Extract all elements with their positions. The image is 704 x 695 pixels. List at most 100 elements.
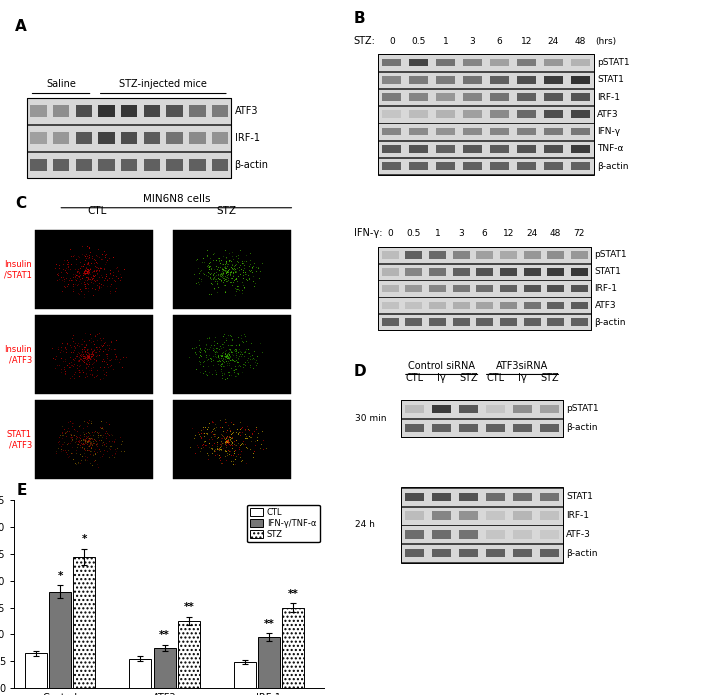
Point bbox=[227, 266, 239, 277]
Point bbox=[86, 418, 97, 429]
Point bbox=[241, 343, 252, 354]
Point bbox=[198, 252, 209, 263]
Point bbox=[251, 354, 262, 366]
Point bbox=[233, 284, 244, 295]
Point bbox=[94, 350, 105, 361]
Point bbox=[223, 430, 234, 441]
Point bbox=[94, 443, 105, 454]
Point bbox=[231, 343, 242, 354]
Text: **: ** bbox=[183, 603, 194, 612]
Point bbox=[59, 341, 70, 352]
Text: TNF-α: TNF-α bbox=[597, 145, 624, 154]
Point bbox=[212, 359, 223, 370]
Point bbox=[50, 350, 61, 361]
Bar bbox=[153, 648, 175, 688]
Point bbox=[76, 450, 87, 461]
Point bbox=[94, 427, 105, 438]
Point bbox=[212, 439, 223, 450]
Point bbox=[207, 426, 218, 437]
Point bbox=[226, 355, 237, 366]
Point bbox=[221, 350, 232, 361]
Point bbox=[59, 427, 70, 438]
Point bbox=[103, 436, 115, 447]
Point bbox=[75, 277, 87, 288]
Point bbox=[75, 434, 87, 445]
Point bbox=[195, 274, 206, 285]
Point bbox=[100, 272, 111, 283]
Point bbox=[194, 345, 205, 357]
Point bbox=[71, 350, 82, 361]
Point bbox=[97, 448, 108, 459]
Point bbox=[82, 351, 93, 362]
Bar bbox=[543, 128, 563, 136]
Point bbox=[62, 261, 73, 272]
Point bbox=[83, 434, 94, 445]
Point bbox=[228, 364, 239, 375]
Point bbox=[87, 437, 98, 448]
Point bbox=[207, 254, 218, 265]
Point bbox=[232, 353, 243, 364]
Point bbox=[85, 365, 96, 376]
Bar bbox=[378, 297, 591, 313]
Point bbox=[230, 348, 241, 359]
Point bbox=[52, 268, 63, 279]
Point bbox=[221, 436, 232, 447]
Point bbox=[72, 270, 83, 281]
Point bbox=[82, 271, 93, 282]
Point bbox=[100, 336, 111, 348]
Point bbox=[101, 273, 113, 284]
Point bbox=[222, 350, 233, 361]
Point bbox=[238, 358, 249, 369]
Point bbox=[118, 445, 129, 456]
Text: 24: 24 bbox=[548, 37, 559, 46]
Point bbox=[246, 427, 258, 439]
Text: IRF-1: IRF-1 bbox=[566, 511, 589, 520]
Point bbox=[63, 278, 74, 289]
Point bbox=[84, 433, 96, 444]
Text: CTL: CTL bbox=[87, 206, 106, 215]
Point bbox=[205, 263, 216, 275]
Point bbox=[82, 351, 93, 362]
Point bbox=[96, 431, 107, 442]
Point bbox=[79, 352, 90, 363]
Point bbox=[215, 355, 226, 366]
Point bbox=[218, 259, 229, 270]
Point bbox=[220, 432, 232, 443]
Point bbox=[116, 361, 127, 373]
Point bbox=[216, 350, 227, 361]
Point bbox=[222, 350, 233, 361]
Point bbox=[206, 354, 217, 365]
Bar bbox=[382, 76, 401, 83]
Point bbox=[80, 268, 91, 279]
Text: D: D bbox=[353, 364, 366, 379]
Point bbox=[99, 362, 110, 373]
Bar bbox=[571, 93, 590, 101]
Point bbox=[73, 356, 84, 367]
Point bbox=[73, 367, 84, 378]
Point bbox=[84, 359, 95, 370]
Point bbox=[82, 265, 93, 276]
Point bbox=[87, 353, 99, 364]
Point bbox=[222, 264, 233, 275]
Point bbox=[82, 252, 93, 263]
Point bbox=[58, 439, 69, 450]
Point bbox=[236, 351, 247, 362]
Point bbox=[62, 259, 73, 270]
Point bbox=[93, 265, 104, 277]
Point bbox=[93, 277, 104, 288]
Point bbox=[64, 272, 75, 284]
Bar bbox=[429, 318, 446, 326]
Point bbox=[84, 350, 95, 361]
Point bbox=[215, 270, 227, 281]
Bar bbox=[500, 251, 517, 259]
Bar bbox=[571, 145, 590, 153]
Point bbox=[199, 365, 210, 376]
Point bbox=[246, 265, 257, 276]
Point bbox=[250, 440, 261, 451]
Point bbox=[225, 265, 237, 277]
Point bbox=[225, 261, 237, 272]
Point bbox=[218, 275, 230, 286]
Point bbox=[95, 434, 106, 445]
Point bbox=[92, 459, 103, 470]
Bar bbox=[571, 302, 588, 309]
